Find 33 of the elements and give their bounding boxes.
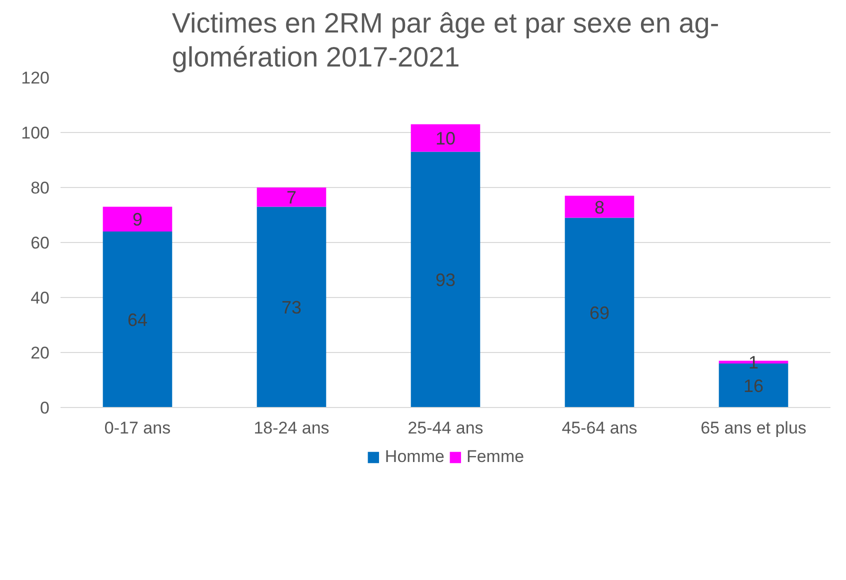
data-label: 93 (435, 270, 456, 290)
y-tick-label: 0 (40, 398, 50, 418)
data-label: 16 (743, 376, 764, 396)
y-tick-label: 20 (30, 344, 50, 362)
data-label: 7 (286, 188, 297, 208)
bar (256, 206, 326, 408)
chart-title: Victimes en 2RM par âge et par sexe en ag- glomération 2017-2021 (172, 7, 720, 72)
bar (564, 196, 634, 218)
bar (410, 124, 480, 152)
x-tick-label: 0-17 ans (104, 418, 171, 438)
y-tick-label: 60 (30, 234, 50, 252)
bar (564, 218, 634, 408)
x-tick-label: 65 ans et plus (700, 418, 806, 438)
data-label: 9 (132, 210, 143, 230)
y-tick-label: 120 (21, 68, 50, 88)
x-tick-label: 45-64 ans (562, 418, 638, 438)
legend-label: Femme (466, 447, 524, 467)
bar (102, 206, 172, 232)
x-tick-label: 18-24 ans (254, 418, 330, 438)
legend-label: Homme (384, 447, 444, 467)
data-label: 10 (435, 128, 456, 148)
y-tick-label: 100 (21, 124, 50, 142)
data-label: 73 (281, 298, 302, 318)
y-tick-label: 40 (30, 288, 50, 308)
bar (410, 152, 480, 408)
bar (102, 232, 172, 408)
data-label: 64 (127, 310, 148, 330)
data-label: 8 (594, 197, 605, 218)
bar (256, 188, 326, 207)
data-label: 69 (589, 303, 610, 324)
y-tick-label: 80 (30, 178, 50, 198)
data-label: 1 (748, 352, 759, 373)
x-tick-label: 25-44 ans (408, 418, 484, 438)
